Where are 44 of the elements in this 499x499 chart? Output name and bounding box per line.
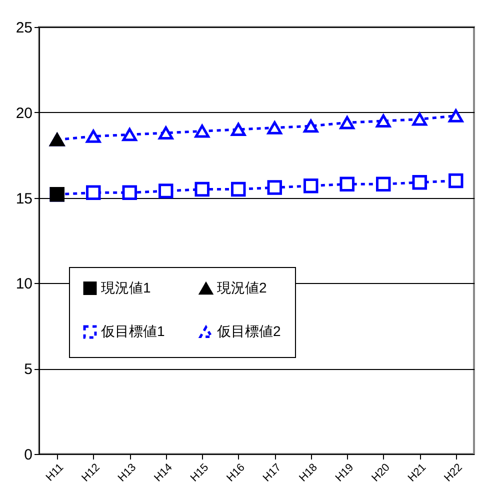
point bbox=[304, 120, 318, 133]
point bbox=[304, 178, 318, 194]
point bbox=[86, 130, 101, 143]
y-tick-label: 25 bbox=[16, 20, 32, 36]
point bbox=[231, 182, 246, 197]
x-tick-label: H21 bbox=[406, 462, 429, 484]
point bbox=[448, 173, 464, 188]
x-tick-label: H13 bbox=[116, 462, 139, 484]
y-tick-label: 0 bbox=[24, 446, 32, 464]
point bbox=[122, 185, 137, 200]
point bbox=[412, 175, 427, 190]
x-tick-label: H19 bbox=[333, 462, 356, 484]
point bbox=[267, 121, 282, 134]
point bbox=[194, 124, 210, 138]
point bbox=[340, 176, 354, 192]
point bbox=[448, 109, 464, 122]
point bbox=[412, 112, 427, 126]
x-tick-label: H18 bbox=[297, 462, 320, 484]
y-tick-label: 5 bbox=[24, 361, 32, 378]
point bbox=[158, 184, 174, 198]
y-tick-label: 10 bbox=[16, 276, 32, 293]
point bbox=[376, 114, 391, 128]
legend-label: 現況値2 bbox=[217, 280, 267, 296]
x-tick-label: H17 bbox=[260, 462, 284, 484]
point bbox=[158, 126, 174, 140]
legend-label: 仮目標値1 bbox=[100, 323, 165, 339]
x-tick-label: H12 bbox=[80, 462, 102, 484]
point bbox=[267, 180, 282, 195]
point bbox=[122, 128, 137, 142]
x-tick-label: H20 bbox=[370, 462, 392, 484]
point bbox=[340, 116, 354, 130]
point bbox=[231, 122, 246, 136]
y-tick-label: 20 bbox=[16, 104, 32, 122]
x-tick-label: H11 bbox=[44, 462, 66, 484]
x-tick-label: H15 bbox=[188, 462, 212, 484]
legend-label: 仮目標値2 bbox=[216, 323, 281, 339]
point bbox=[86, 185, 101, 200]
legend-label: 現況値1 bbox=[101, 279, 151, 296]
x-tick-label: H16 bbox=[224, 462, 248, 484]
x-tick-label: H22 bbox=[442, 462, 465, 484]
point bbox=[376, 176, 391, 192]
point bbox=[194, 182, 210, 197]
y-tick-label: 15 bbox=[16, 190, 32, 208]
x-tick-label: H14 bbox=[152, 462, 175, 484]
